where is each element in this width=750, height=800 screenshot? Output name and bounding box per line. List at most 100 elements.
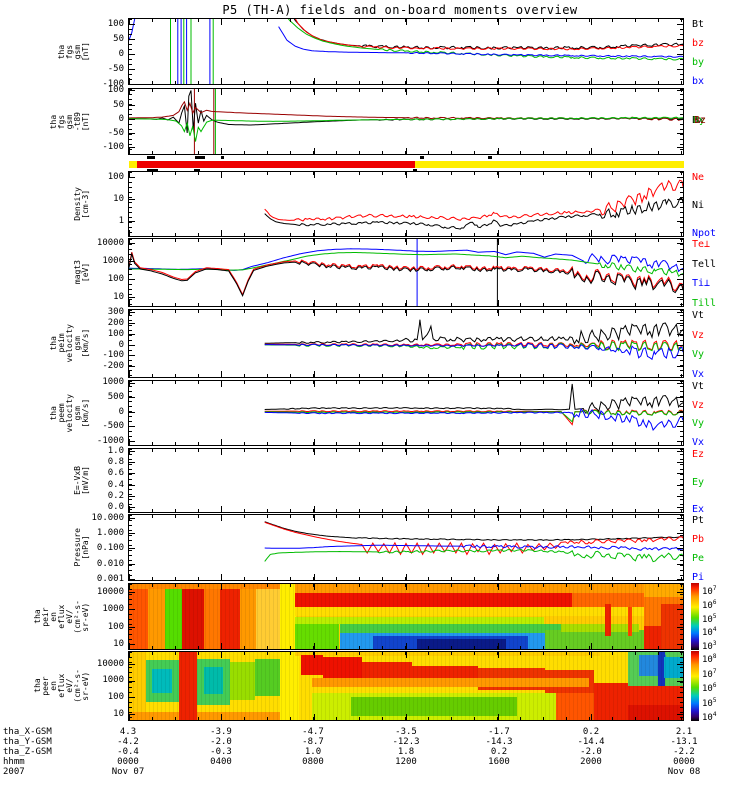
spectro-cell [129,584,149,649]
exponent: 3 [712,640,717,647]
ytick-label: 1.000 [96,528,124,538]
panel-magt3 [128,238,684,307]
axis-value: -12.3 [392,737,420,747]
ytick-major [677,221,683,223]
trace-label-Ey: Ey [692,477,705,488]
xtick-major [313,439,315,445]
ytick-label: -50 [107,64,124,74]
minor-ticks-left [129,19,132,84]
spectro-cell [544,629,645,649]
axis-value: -0.4 [117,747,139,757]
xtick-major [590,19,592,25]
ytick-major [677,333,683,335]
ytick-major [677,90,683,92]
ylabel-text: tha peim velocity gsm [km/s] [49,324,90,363]
axis-value: -2.0 [580,747,602,757]
ylabel-text: E=-VxB [mV/m] [73,466,90,495]
minor-ticks-right [680,381,683,445]
axis-value: -4.7 [302,727,324,737]
burst-mark [413,169,417,172]
colorbar-tick-label: 105 [702,697,717,709]
ylabel-peem: tha peem velocity gsm [km/s] [28,380,90,446]
xtick-major [498,574,500,580]
trace-label-by: by [692,57,705,68]
ytick-major [129,355,135,357]
trace-label-Te⊥: Te⊥ [692,239,711,250]
ytick-label: 10000 [96,659,124,669]
xtick-major [498,714,500,720]
panel-press [128,514,684,581]
minor-ticks-left [129,515,132,580]
xtick-major [406,584,407,590]
trace-Vx [264,342,683,361]
xtick-major [590,300,592,306]
spectro-cell [295,607,645,617]
spectro-cell [255,658,281,697]
ytick-major [677,697,683,699]
ytick-label: 100 [107,329,124,339]
trace-Vx [264,408,683,431]
ytick-label: 100 [107,274,124,284]
ytick-major [677,323,683,324]
spectro-cell [311,677,589,688]
xtick-major [406,230,407,236]
axis-value: Nov 08 [667,767,701,777]
ytick-major [129,38,135,40]
spectro-cell [361,661,412,682]
ytick-label: 1000 [102,604,124,614]
panel-efield [128,448,684,513]
plot-title: P5 (TH-A) fields and on-board moments ov… [222,3,578,17]
trace-Pb [264,521,683,556]
traces-magt3 [129,239,683,306]
minor-ticks-right [680,310,683,377]
xtick-major [498,172,500,178]
xtick-major [313,714,315,720]
ytick-major [129,563,135,565]
xtick-major [683,449,684,455]
ytick-label: 10000 [96,238,124,248]
xtick-major [590,652,592,658]
xtick-major [683,89,684,95]
ytick-major [129,297,135,299]
ytick-major [129,104,135,106]
ytick-major [129,484,135,486]
xtick-major [406,78,407,84]
trace-by [287,19,683,61]
xtick-major [498,584,500,590]
minor-ticks-left [129,172,132,236]
exponent: 7 [712,585,717,592]
xtick-major [406,239,407,245]
axis-value: Nov 07 [111,767,145,777]
axis-row-label: 2007 [3,767,25,777]
trace-By [129,116,683,142]
minor-ticks-left [129,239,132,306]
ytick-major [677,411,683,413]
ytick-label: 10 [113,292,124,302]
ytick-major [677,663,683,665]
ylabel-peir: tha peir en eflux eV/ (cm²-s- sr-eV) [28,583,90,650]
axis-value: 0000 [673,757,695,767]
colorbar-tick-label: 106 [702,682,717,694]
ytick-major [677,23,683,25]
spectro-cell [644,584,683,597]
panel-peem [128,380,684,446]
ytick-label: 100 [107,172,124,182]
xtick-major [406,515,407,521]
trace-label-Vy: Vy [692,349,705,360]
ytick-major [677,84,683,85]
trace-label-Pe: Pe [692,553,705,564]
spectro-cell [129,711,280,720]
xtick-major [129,439,130,445]
ytick-label: 0.2 [107,491,124,501]
xtick-major [590,506,592,512]
xtick-major [129,506,130,512]
colorbar-tick-label: 103 [702,640,717,652]
xtick-major [221,310,223,316]
minor-ticks-left [129,89,132,154]
ytick-major [677,548,683,550]
xtick-major [406,714,407,720]
ytick-label: 100 [107,692,124,702]
burst-mark [488,156,492,159]
ytick-major [677,451,683,452]
xtick-major [313,230,315,236]
